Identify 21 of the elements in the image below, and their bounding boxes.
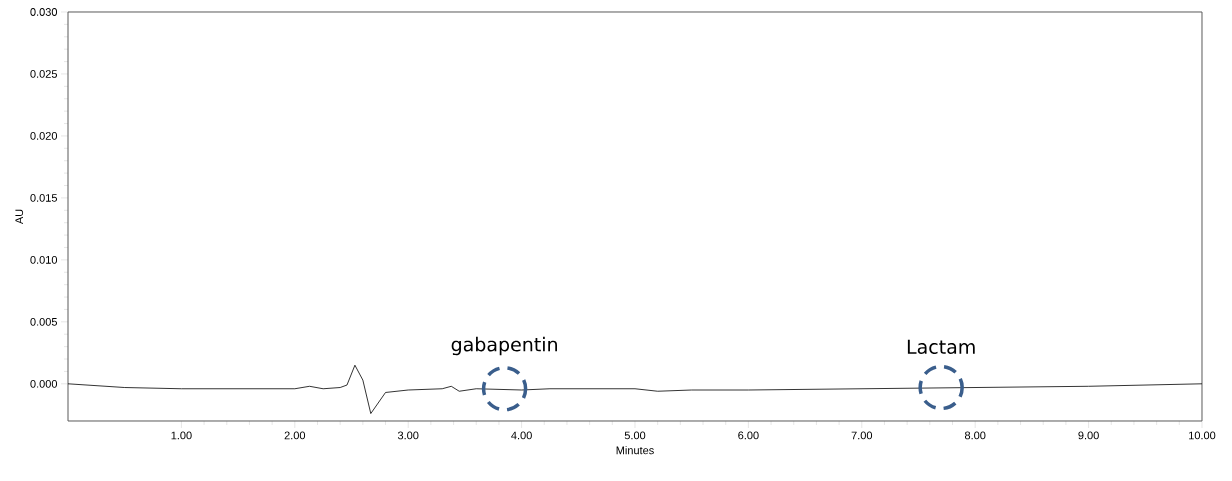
y-tick-label: 0.010: [30, 255, 58, 264]
x-tick-label: 10.00: [1189, 431, 1216, 440]
x-tick-label: 7.00: [851, 431, 873, 440]
annotation: gabapentin: [451, 336, 557, 356]
y-axis-title: AU: [15, 209, 24, 225]
annotation: Lactam: [907, 339, 975, 354]
x-tick-label: 2.00: [284, 431, 306, 440]
y-tick-label: 0.015: [30, 194, 57, 202]
x-tick-label: 1.00: [171, 431, 192, 440]
x-tick-label: 5.00: [624, 431, 646, 440]
y-tick-label: 0.025: [30, 70, 57, 78]
x-tick-label: 9.00: [1078, 431, 1099, 440]
y-tick-label: 0.030: [30, 8, 58, 16]
x-tick-label: 4.00: [511, 431, 532, 440]
y-tick-label: 0.020: [30, 132, 58, 140]
x-axis-title: Minutes: [616, 446, 654, 455]
y-tick-label: 0.000: [30, 379, 58, 388]
x-tick-label: 6.00: [738, 431, 759, 440]
x-tick-label: 3.00: [397, 431, 419, 440]
x-tick-label: 8.00: [964, 431, 986, 440]
y-tick-label: 0.005: [30, 317, 57, 326]
